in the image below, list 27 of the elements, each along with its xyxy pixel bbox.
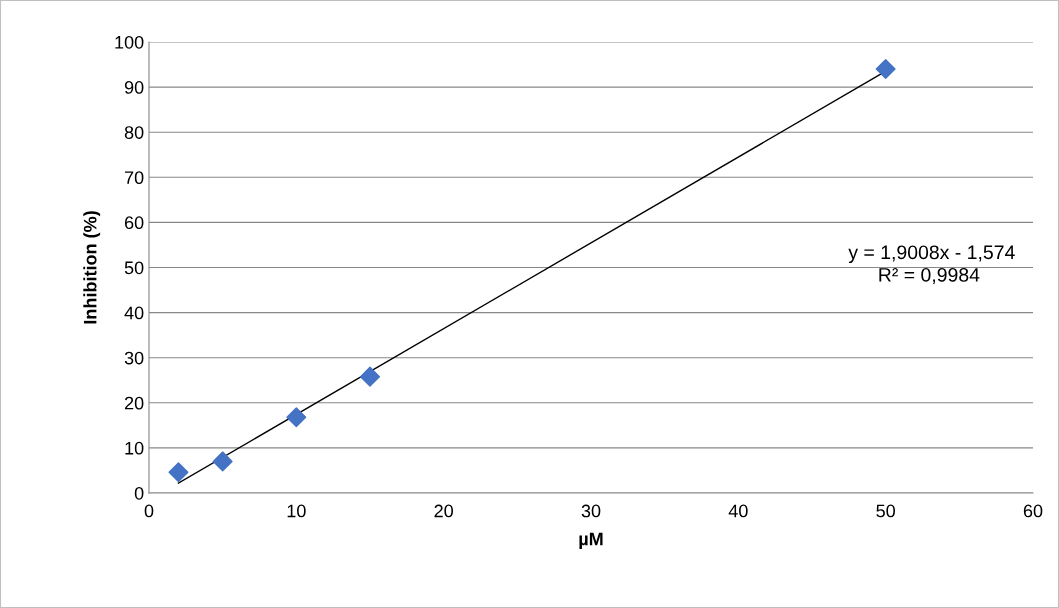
y-tick-label: 90 — [124, 81, 144, 94]
y-tick-label: 80 — [124, 126, 144, 139]
x-axis-title: µM — [579, 532, 603, 549]
point — [212, 451, 233, 472]
y-axis-title: Inhibition (%) — [83, 211, 101, 324]
y-tick-label: 100 — [115, 35, 144, 49]
point — [286, 407, 307, 428]
point — [168, 462, 189, 483]
y-tick-label: 70 — [124, 171, 144, 185]
x-tick-label: 40 — [728, 504, 748, 518]
y-tick-label: 10 — [125, 441, 144, 455]
point — [359, 366, 381, 387]
x-tick-label: 30 — [581, 504, 601, 518]
y-tick-label: 50 — [124, 261, 144, 275]
y-tick-label: 0 — [134, 486, 144, 500]
y-tick-label: 20 — [124, 396, 144, 410]
y-tick-label: 40 — [124, 306, 144, 320]
point — [875, 59, 896, 80]
y-tick-label: 60 — [124, 216, 144, 230]
annotation: R² = 0,9984 — [879, 267, 980, 285]
x-tick-label: 20 — [434, 504, 453, 518]
x-tick-label: 10 — [287, 504, 306, 518]
x-tick-label: 0 — [144, 504, 154, 518]
y-tick-label: 30 — [124, 351, 144, 365]
annotation: y = 1,9008x - 1,574 — [848, 245, 1015, 264]
x-tick-label: 60 — [1023, 504, 1043, 518]
x-tick-label: 50 — [876, 504, 895, 518]
